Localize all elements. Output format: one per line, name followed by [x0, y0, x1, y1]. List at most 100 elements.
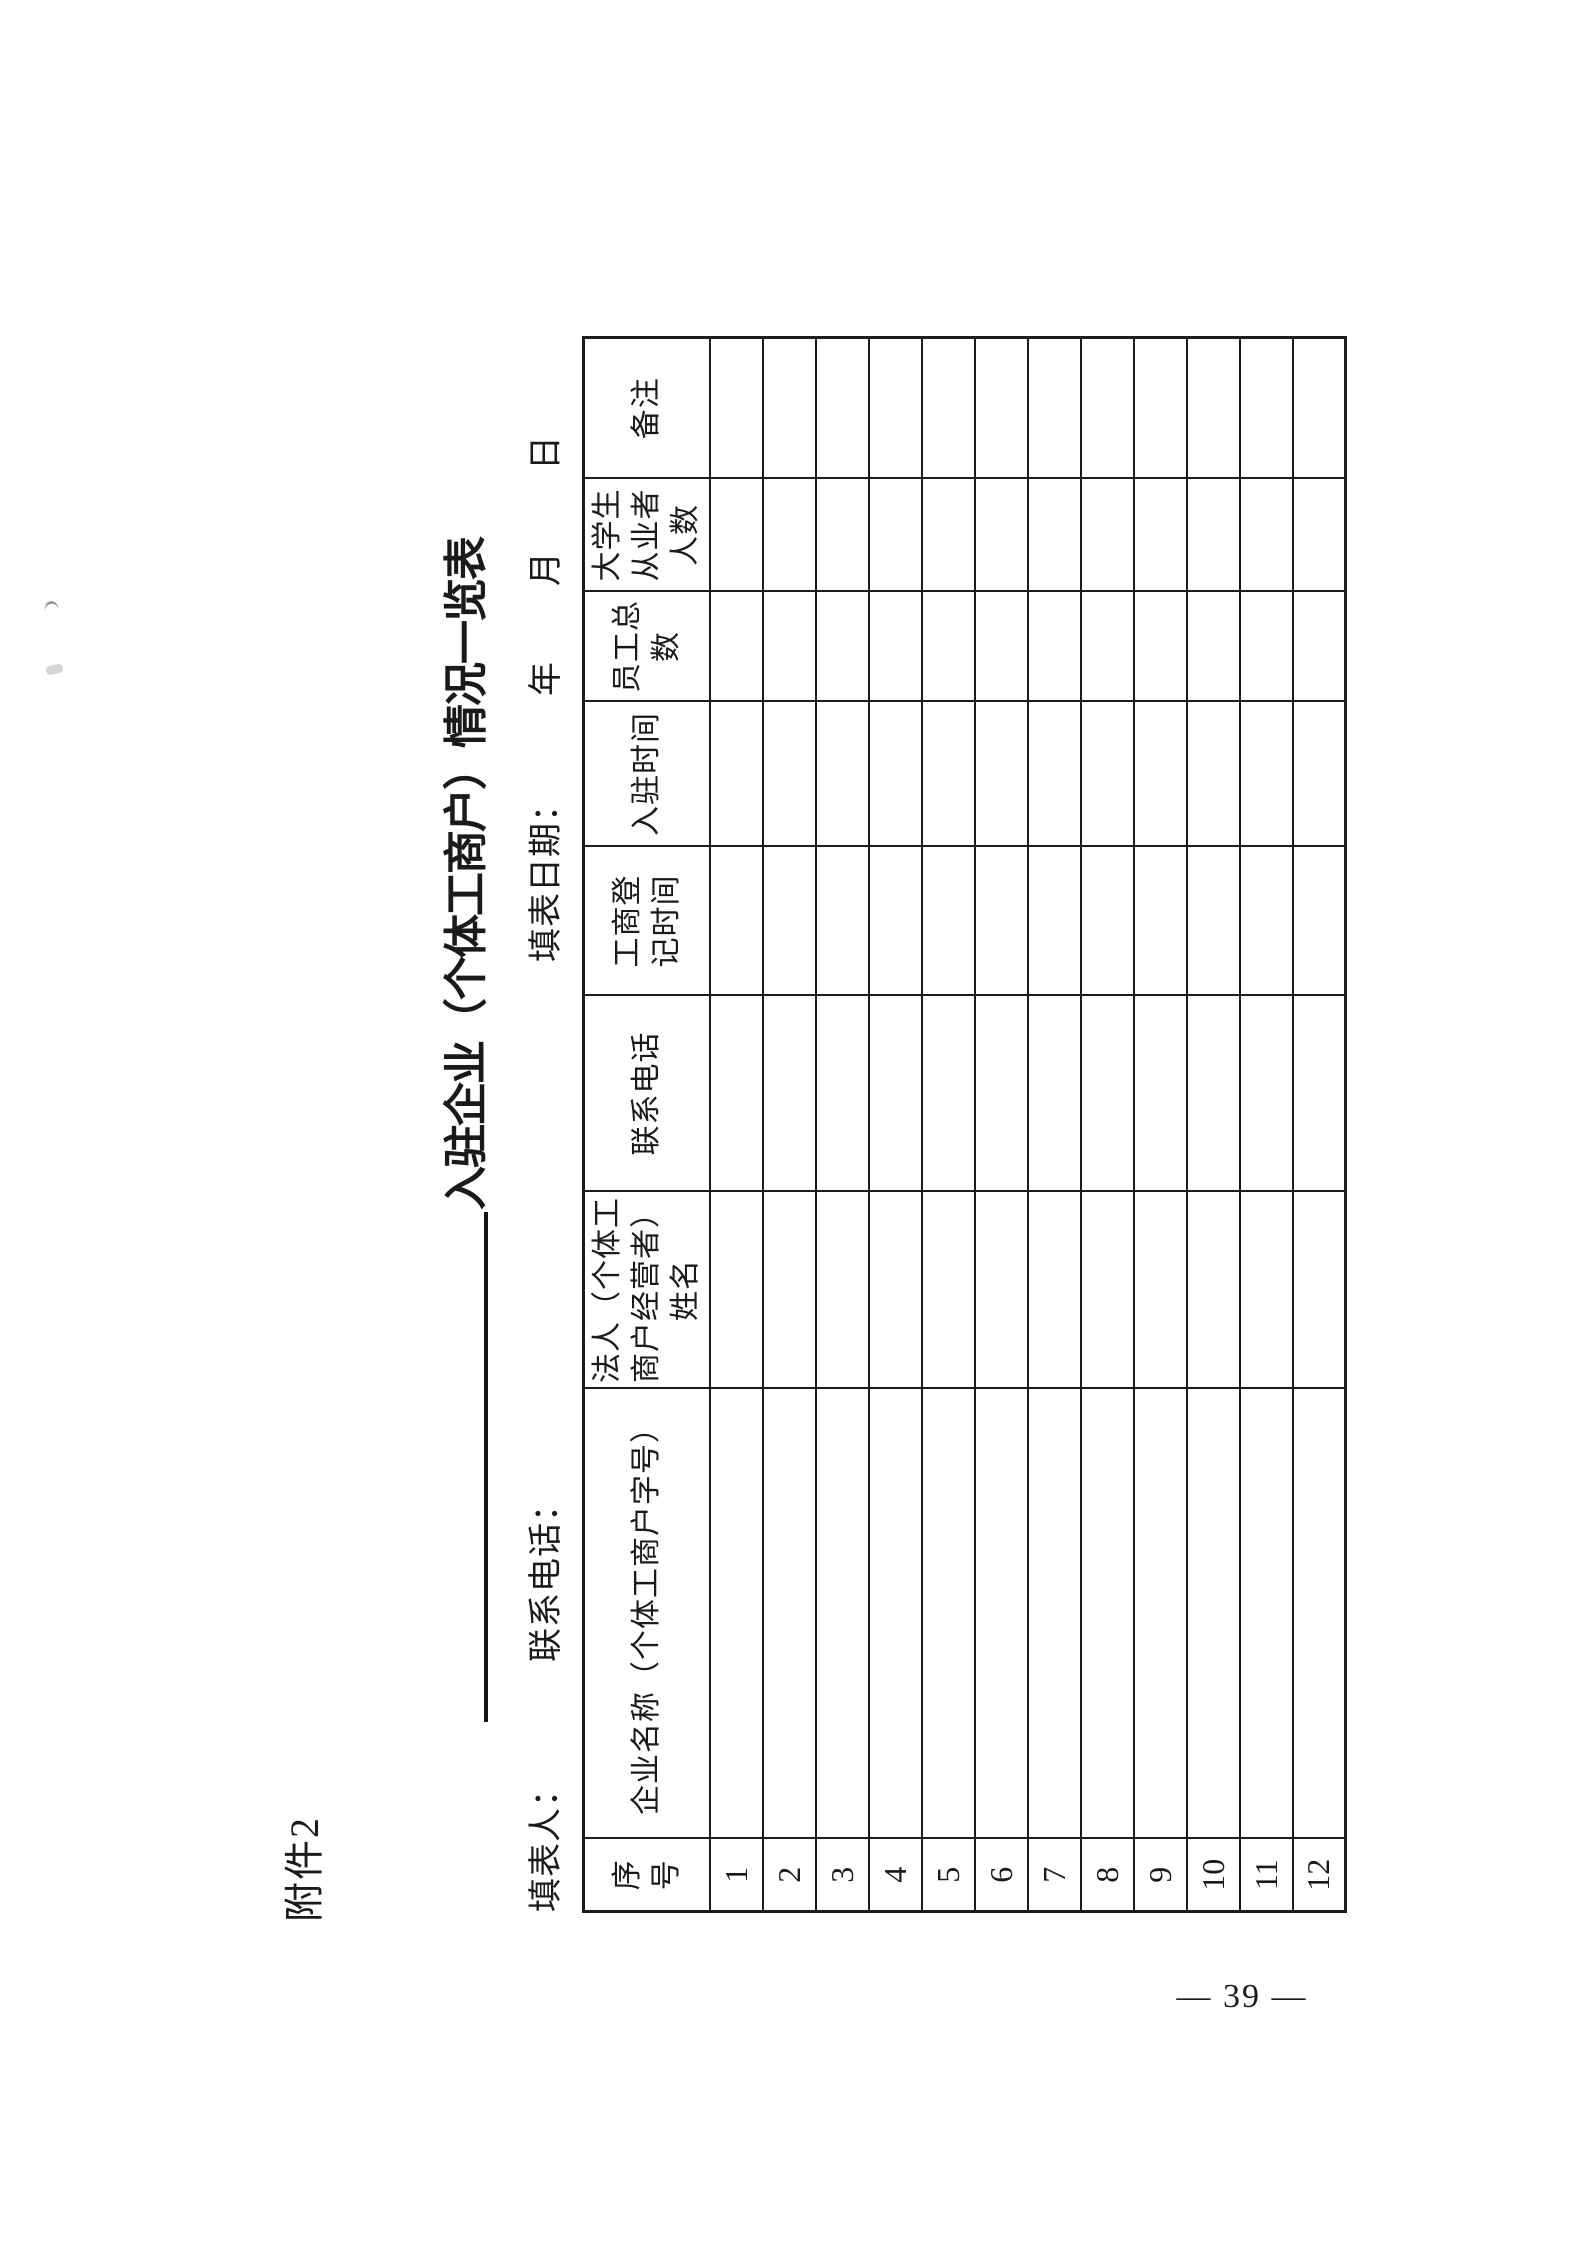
table-row: 7: [1027, 337, 1081, 1912]
header-line: 从业者: [630, 488, 664, 582]
table-cell: [1080, 1388, 1134, 1839]
header-cell-xuhao: 序 号: [583, 1838, 710, 1912]
attachment-label: 附件2: [282, 1816, 327, 1922]
table-cell: [1133, 478, 1187, 592]
table-cell: [1292, 1191, 1346, 1389]
table-cell: [1027, 846, 1081, 996]
table-cell: [815, 846, 869, 996]
header-line: 员工总: [610, 600, 644, 693]
table-cell: [762, 591, 816, 702]
table-cell: [762, 478, 816, 592]
header-line: 备注: [630, 377, 664, 440]
table-cell: [1080, 995, 1134, 1192]
table-cell: [1027, 1388, 1081, 1839]
table-cell: [1027, 1191, 1081, 1389]
table-cell: [762, 995, 816, 1192]
header-line: 序: [610, 1859, 644, 1891]
table-cell: [1186, 1191, 1240, 1389]
row-number-cell: 5: [921, 1838, 975, 1912]
table-cell: [974, 701, 1028, 847]
table-cell: [974, 995, 1028, 1192]
header-line: 商户经营者）: [630, 1197, 664, 1383]
table-cell: [974, 337, 1028, 479]
table-cell: [868, 701, 922, 847]
table-cell: [1239, 337, 1293, 479]
table-cell: [1239, 1191, 1293, 1389]
table-cell: [1133, 337, 1187, 479]
table-cell: [1027, 591, 1081, 702]
table-cell: [815, 337, 869, 479]
table-cell: [709, 846, 763, 996]
table-cell: [1027, 995, 1081, 1192]
table-cell: [1133, 1388, 1187, 1839]
table-cell: [1080, 478, 1134, 592]
table-cell: [921, 1388, 975, 1839]
row-number-cell: 6: [974, 1838, 1028, 1912]
table-row: 8: [1080, 337, 1134, 1912]
table-cell: [868, 1388, 922, 1839]
table-cell: [1186, 591, 1240, 702]
header-cell-student-count: 大学生 从业者 人数: [583, 478, 710, 592]
table-cell: [709, 1191, 763, 1389]
table-row: 5: [921, 337, 975, 1912]
table-row: 4: [868, 337, 922, 1912]
table-cell: [1080, 591, 1134, 702]
table-cell: [1027, 478, 1081, 592]
header-cell-registration-time: 工商登 记时间: [583, 846, 710, 996]
table-cell: [921, 1191, 975, 1389]
table-cell: [921, 478, 975, 592]
table-cell: [974, 1191, 1028, 1389]
table-cell: [1080, 701, 1134, 847]
row-number-cell: 8: [1080, 1838, 1134, 1912]
table-cell: [815, 1191, 869, 1389]
header-line: 姓名: [669, 1259, 703, 1321]
table-row: 3: [815, 337, 869, 1912]
table-cell: [815, 591, 869, 702]
header-cell-company-name: 企业名称（个体工商户字号）: [583, 1388, 710, 1839]
row-number-cell: 4: [868, 1838, 922, 1912]
table-cell: [1186, 701, 1240, 847]
label-day: 日: [528, 435, 565, 470]
header-line: 数: [649, 631, 683, 662]
header-line: 号: [649, 1859, 683, 1891]
table-row: 6: [974, 337, 1028, 1912]
table-cell: [921, 995, 975, 1192]
table-cell: [1133, 701, 1187, 847]
table-cell: [868, 995, 922, 1192]
row-number-cell: 9: [1133, 1838, 1187, 1912]
header-line: 人数: [669, 504, 703, 566]
header-line: 法人（个体工: [591, 1197, 625, 1383]
table-cell: [1239, 1388, 1293, 1839]
table-row: 1: [709, 337, 763, 1912]
table-cell: [1133, 846, 1187, 996]
table-cell: [762, 846, 816, 996]
table-cell: [921, 846, 975, 996]
page-number: — 39 —: [1176, 1978, 1308, 2015]
table-cell: [1027, 337, 1081, 479]
table-cell: [1133, 995, 1187, 1192]
row-number-cell: 1: [709, 1838, 763, 1912]
table-cell: [1133, 1191, 1187, 1389]
header-line: 工商登: [610, 874, 644, 968]
header-line: 记时间: [649, 874, 683, 968]
table-cell: [815, 701, 869, 847]
title-blank-underline: [484, 1212, 488, 1722]
table-cell: [1292, 701, 1346, 847]
header-line: 大学生: [591, 488, 625, 582]
row-number-cell: 11: [1239, 1838, 1293, 1912]
table-cell: [1292, 591, 1346, 702]
table-cell: [1239, 478, 1293, 592]
table-cell: [921, 701, 975, 847]
table-cell: [1292, 995, 1346, 1192]
label-year: 年: [528, 661, 565, 696]
table-cell: [974, 846, 1028, 996]
table-cell: [1239, 701, 1293, 847]
table-cell: [1292, 478, 1346, 592]
row-number-cell: 2: [762, 1838, 816, 1912]
table-cell: [1239, 995, 1293, 1192]
table-cell: [1080, 1191, 1134, 1389]
table-cell: [709, 337, 763, 479]
label-contact-phone: 联系电话：: [528, 1487, 565, 1662]
table-cell: [868, 478, 922, 592]
header-line: 联系电话: [630, 1031, 664, 1156]
